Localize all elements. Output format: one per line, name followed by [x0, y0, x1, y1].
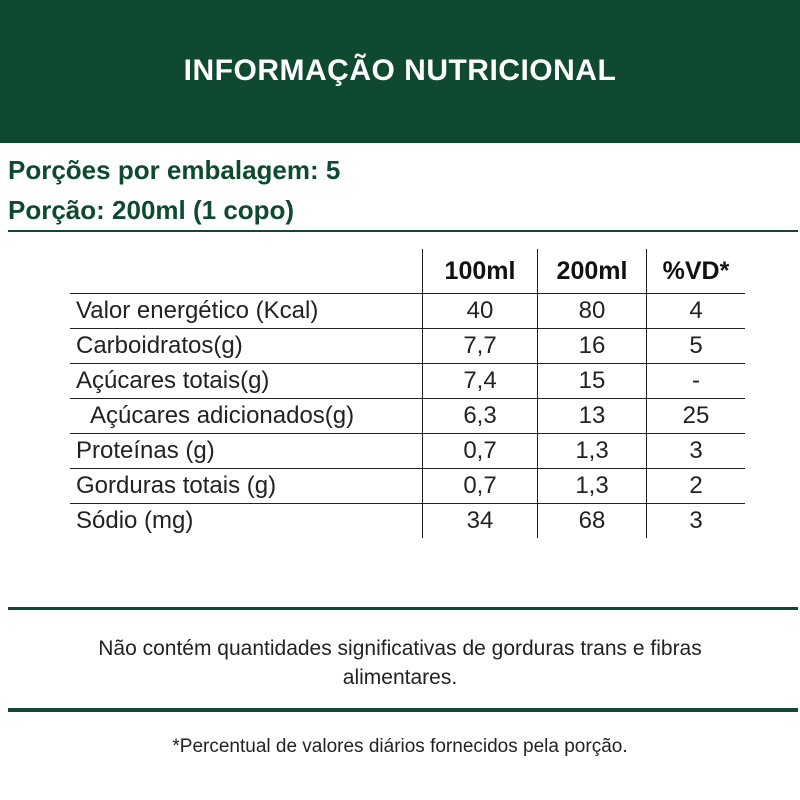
- nutrient-name: Açúcares totais(g): [70, 363, 423, 399]
- nutrient-name: Gorduras totais (g): [70, 468, 423, 504]
- value-200ml: 13: [537, 398, 647, 434]
- value-100ml: 6,3: [422, 398, 538, 434]
- daily-value-footnote: *Percentual de valores diários fornecido…: [172, 736, 628, 757]
- value-vd: -: [646, 363, 745, 399]
- table-header-row: 100ml 200ml %VD*: [70, 249, 745, 294]
- divider-top: [8, 230, 798, 232]
- nutrient-name: Sódio (mg): [70, 503, 423, 538]
- value-vd: 3: [646, 433, 745, 469]
- nutrient-name: Açúcares adicionados(g): [70, 398, 423, 434]
- nutrition-note: Não contém quantidades significativas de…: [98, 637, 702, 689]
- divider-bottom: [8, 708, 798, 712]
- table-row: Açúcares adicionados(g) 6,3 13 25: [70, 398, 745, 434]
- value-vd: 3: [646, 503, 745, 538]
- header-200ml: 200ml: [537, 249, 647, 294]
- table-row: Proteínas (g) 0,7 1,3 3: [70, 433, 745, 469]
- value-100ml: 0,7: [422, 433, 538, 469]
- table-row: Gorduras totais (g) 0,7 1,3 2: [70, 468, 745, 504]
- value-100ml: 34: [422, 503, 538, 538]
- header-blank: [70, 249, 423, 294]
- value-vd: 5: [646, 328, 745, 364]
- servings-per-package: Porções por embalagem: 5: [8, 155, 341, 185]
- value-vd: 2: [646, 468, 745, 504]
- value-100ml: 40: [422, 293, 538, 329]
- portion-size: Porção: 200ml (1 copo): [8, 195, 295, 225]
- value-100ml: 7,7: [422, 328, 538, 364]
- value-200ml: 16: [537, 328, 647, 364]
- value-vd: 25: [646, 398, 745, 434]
- header-100ml: 100ml: [422, 249, 538, 294]
- table-row: Sódio (mg) 34 68 3: [70, 503, 745, 538]
- serving-info: Porções por embalagem: 5 Porção: 200ml (…: [8, 150, 340, 230]
- value-100ml: 0,7: [422, 468, 538, 504]
- header-banner: INFORMAÇÃO NUTRICIONAL: [0, 0, 800, 143]
- value-100ml: 7,4: [422, 363, 538, 399]
- value-200ml: 68: [537, 503, 647, 538]
- nutrient-name: Carboidratos(g): [70, 328, 423, 364]
- value-200ml: 15: [537, 363, 647, 399]
- table-row: Carboidratos(g) 7,7 16 5: [70, 328, 745, 364]
- value-vd: 4: [646, 293, 745, 329]
- table-row: Valor energético (Kcal) 40 80 4: [70, 293, 745, 329]
- table-row: Açúcares totais(g) 7,4 15 -: [70, 363, 745, 399]
- page-title: INFORMAÇÃO NUTRICIONAL: [183, 53, 617, 87]
- header-vd: %VD*: [646, 249, 745, 294]
- value-200ml: 1,3: [537, 468, 647, 504]
- value-200ml: 1,3: [537, 433, 647, 469]
- nutrition-table: 100ml 200ml %VD* Valor energético (Kcal)…: [70, 249, 745, 538]
- nutrient-name: Proteínas (g): [70, 433, 423, 469]
- nutrient-name: Valor energético (Kcal): [70, 293, 423, 329]
- divider-middle: [8, 607, 798, 610]
- value-200ml: 80: [537, 293, 647, 329]
